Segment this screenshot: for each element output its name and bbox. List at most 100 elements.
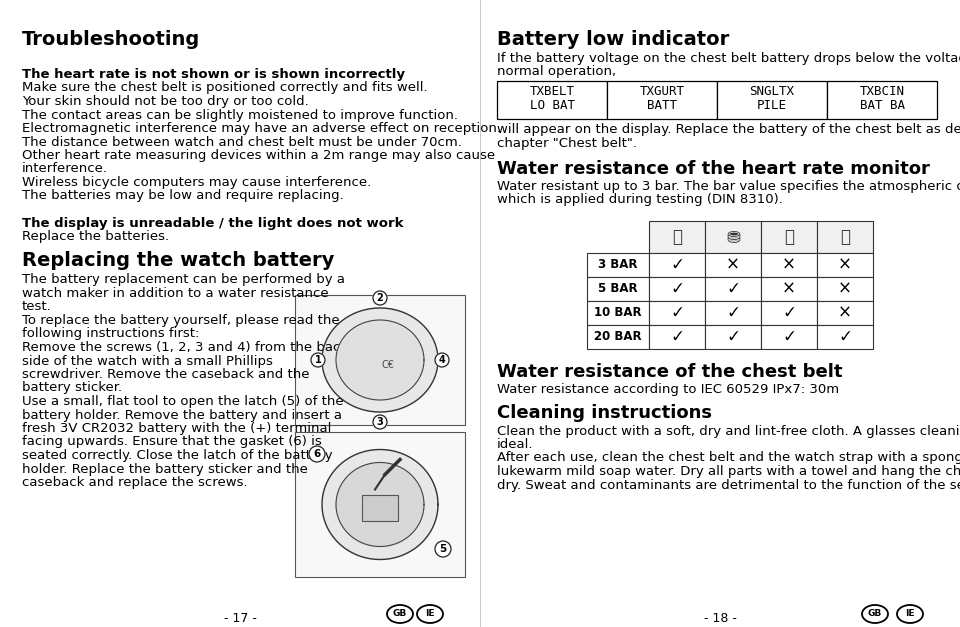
Circle shape bbox=[311, 353, 325, 367]
Text: ×: × bbox=[782, 280, 796, 298]
Text: battery sticker.: battery sticker. bbox=[22, 381, 122, 394]
Bar bbox=[705, 253, 761, 277]
Text: The distance between watch and chest belt must be under 70cm.: The distance between watch and chest bel… bbox=[22, 135, 462, 149]
Text: IE: IE bbox=[425, 609, 435, 618]
Text: PILE: PILE bbox=[757, 99, 787, 112]
Text: LO BAT: LO BAT bbox=[530, 99, 574, 112]
Polygon shape bbox=[336, 320, 424, 400]
Text: which is applied during testing (DIN 8310).: which is applied during testing (DIN 831… bbox=[497, 194, 782, 206]
Text: ✓: ✓ bbox=[782, 328, 796, 346]
Bar bbox=[587, 253, 649, 277]
Text: Cleaning instructions: Cleaning instructions bbox=[497, 404, 712, 423]
Text: ×: × bbox=[782, 256, 796, 274]
Bar bbox=[817, 301, 873, 325]
Text: TXBCIN: TXBCIN bbox=[859, 85, 904, 98]
Text: 6: 6 bbox=[313, 449, 321, 459]
Bar bbox=[761, 253, 817, 277]
Text: The batteries may be low and require replacing.: The batteries may be low and require rep… bbox=[22, 189, 344, 203]
Bar bbox=[827, 81, 937, 119]
Text: seated correctly. Close the latch of the battery: seated correctly. Close the latch of the… bbox=[22, 449, 332, 462]
Text: Replace the batteries.: Replace the batteries. bbox=[22, 230, 169, 243]
Text: Water resistance of the heart rate monitor: Water resistance of the heart rate monit… bbox=[497, 160, 930, 178]
Text: To replace the battery yourself, please read the: To replace the battery yourself, please … bbox=[22, 314, 340, 327]
Text: interference.: interference. bbox=[22, 162, 108, 176]
Text: ✓: ✓ bbox=[670, 304, 684, 322]
Text: ✓: ✓ bbox=[670, 256, 684, 274]
Text: Use a small, flat tool to open the latch (5) of the: Use a small, flat tool to open the latch… bbox=[22, 395, 344, 408]
Text: Replacing the watch battery: Replacing the watch battery bbox=[22, 251, 334, 270]
Text: following instructions first:: following instructions first: bbox=[22, 327, 200, 340]
Text: ×: × bbox=[726, 256, 740, 274]
Text: 5: 5 bbox=[440, 544, 446, 554]
Text: Electromagnetic interference may have an adverse effect on reception.: Electromagnetic interference may have an… bbox=[22, 122, 501, 135]
Text: ⛆: ⛆ bbox=[672, 228, 682, 246]
Bar bbox=[817, 325, 873, 349]
Bar bbox=[761, 277, 817, 301]
Text: 4: 4 bbox=[439, 355, 445, 365]
Polygon shape bbox=[336, 463, 424, 547]
Text: The battery replacement can be performed by a: The battery replacement can be performed… bbox=[22, 273, 345, 287]
Text: SNGLTX: SNGLTX bbox=[750, 85, 795, 98]
Text: - 18 -: - 18 - bbox=[704, 612, 736, 625]
Text: ✓: ✓ bbox=[670, 280, 684, 298]
Circle shape bbox=[373, 415, 387, 429]
Text: After each use, clean the chest belt and the watch strap with a sponge and: After each use, clean the chest belt and… bbox=[497, 451, 960, 465]
Text: side of the watch with a small Phillips: side of the watch with a small Phillips bbox=[22, 354, 273, 367]
Text: will appear on the display. Replace the battery of the chest belt as described i: will appear on the display. Replace the … bbox=[497, 123, 960, 136]
Text: ×: × bbox=[838, 256, 852, 274]
Bar bbox=[587, 301, 649, 325]
Text: Make sure the chest belt is positioned correctly and fits well.: Make sure the chest belt is positioned c… bbox=[22, 82, 427, 95]
Text: fresh 3V CR2032 battery with the (+) terminal: fresh 3V CR2032 battery with the (+) ter… bbox=[22, 422, 331, 435]
Text: ideal.: ideal. bbox=[497, 438, 534, 451]
Text: Clean the product with a soft, dry and lint-free cloth. A glasses cleaning cloth: Clean the product with a soft, dry and l… bbox=[497, 424, 960, 438]
Text: 1: 1 bbox=[315, 355, 322, 365]
Text: Water resistance of the chest belt: Water resistance of the chest belt bbox=[497, 363, 843, 381]
Text: ⛃: ⛃ bbox=[726, 228, 740, 246]
Text: chapter "Chest belt".: chapter "Chest belt". bbox=[497, 137, 637, 149]
Polygon shape bbox=[322, 450, 438, 559]
Text: Water resistant up to 3 bar. The bar value specifies the atmospheric overpressur: Water resistant up to 3 bar. The bar val… bbox=[497, 180, 960, 193]
Text: screwdriver. Remove the caseback and the: screwdriver. Remove the caseback and the bbox=[22, 368, 309, 381]
Text: 20 BAR: 20 BAR bbox=[594, 330, 642, 344]
Polygon shape bbox=[322, 308, 438, 412]
Text: ✓: ✓ bbox=[726, 304, 740, 322]
Text: ✓: ✓ bbox=[838, 328, 852, 346]
Text: GB: GB bbox=[393, 609, 407, 618]
Circle shape bbox=[309, 446, 325, 462]
Text: watch maker in addition to a water resistance: watch maker in addition to a water resis… bbox=[22, 287, 328, 300]
Bar bbox=[761, 221, 817, 253]
Text: 10 BAR: 10 BAR bbox=[594, 307, 642, 320]
Text: Water resistance according to IEC 60529 IPx7: 30m: Water resistance according to IEC 60529 … bbox=[497, 383, 839, 396]
Text: Remove the screws (1, 2, 3 and 4) from the back: Remove the screws (1, 2, 3 and 4) from t… bbox=[22, 341, 348, 354]
Bar bbox=[817, 277, 873, 301]
Text: Other heart rate measuring devices within a 2m range may also cause: Other heart rate measuring devices withi… bbox=[22, 149, 495, 162]
Text: If the battery voltage on the chest belt battery drops below the voltage require: If the battery voltage on the chest belt… bbox=[497, 52, 960, 65]
Bar bbox=[817, 221, 873, 253]
Text: facing upwards. Ensure that the gasket (6) is: facing upwards. Ensure that the gasket (… bbox=[22, 436, 322, 448]
Text: IE: IE bbox=[905, 609, 915, 618]
Text: The heart rate is not shown or is shown incorrectly: The heart rate is not shown or is shown … bbox=[22, 68, 405, 81]
Text: Your skin should not be too dry or too cold.: Your skin should not be too dry or too c… bbox=[22, 95, 309, 108]
Bar bbox=[705, 221, 761, 253]
Text: TXBELT: TXBELT bbox=[530, 85, 574, 98]
Text: ✓: ✓ bbox=[726, 280, 740, 298]
Bar bbox=[817, 253, 873, 277]
Bar bbox=[362, 495, 398, 520]
Text: GB: GB bbox=[868, 609, 882, 618]
Text: 3: 3 bbox=[376, 417, 383, 427]
Text: holder. Replace the battery sticker and the: holder. Replace the battery sticker and … bbox=[22, 463, 308, 475]
Bar bbox=[705, 277, 761, 301]
Text: ×: × bbox=[838, 280, 852, 298]
Text: 5 BAR: 5 BAR bbox=[598, 283, 637, 295]
Text: battery holder. Remove the battery and insert a: battery holder. Remove the battery and i… bbox=[22, 409, 342, 421]
Bar bbox=[705, 301, 761, 325]
Text: lukewarm mild soap water. Dry all parts with a towel and hang the chest belt to: lukewarm mild soap water. Dry all parts … bbox=[497, 465, 960, 478]
Text: BAT BA: BAT BA bbox=[859, 99, 904, 112]
Text: BATT: BATT bbox=[647, 99, 677, 112]
Text: C€: C€ bbox=[381, 360, 395, 370]
Text: 3 BAR: 3 BAR bbox=[598, 258, 637, 271]
Bar bbox=[587, 325, 649, 349]
Text: Battery low indicator: Battery low indicator bbox=[497, 30, 730, 49]
Text: dry. Sweat and contaminants are detrimental to the function of the sensor.: dry. Sweat and contaminants are detrimen… bbox=[497, 478, 960, 492]
Text: ⤳: ⤳ bbox=[840, 228, 850, 246]
